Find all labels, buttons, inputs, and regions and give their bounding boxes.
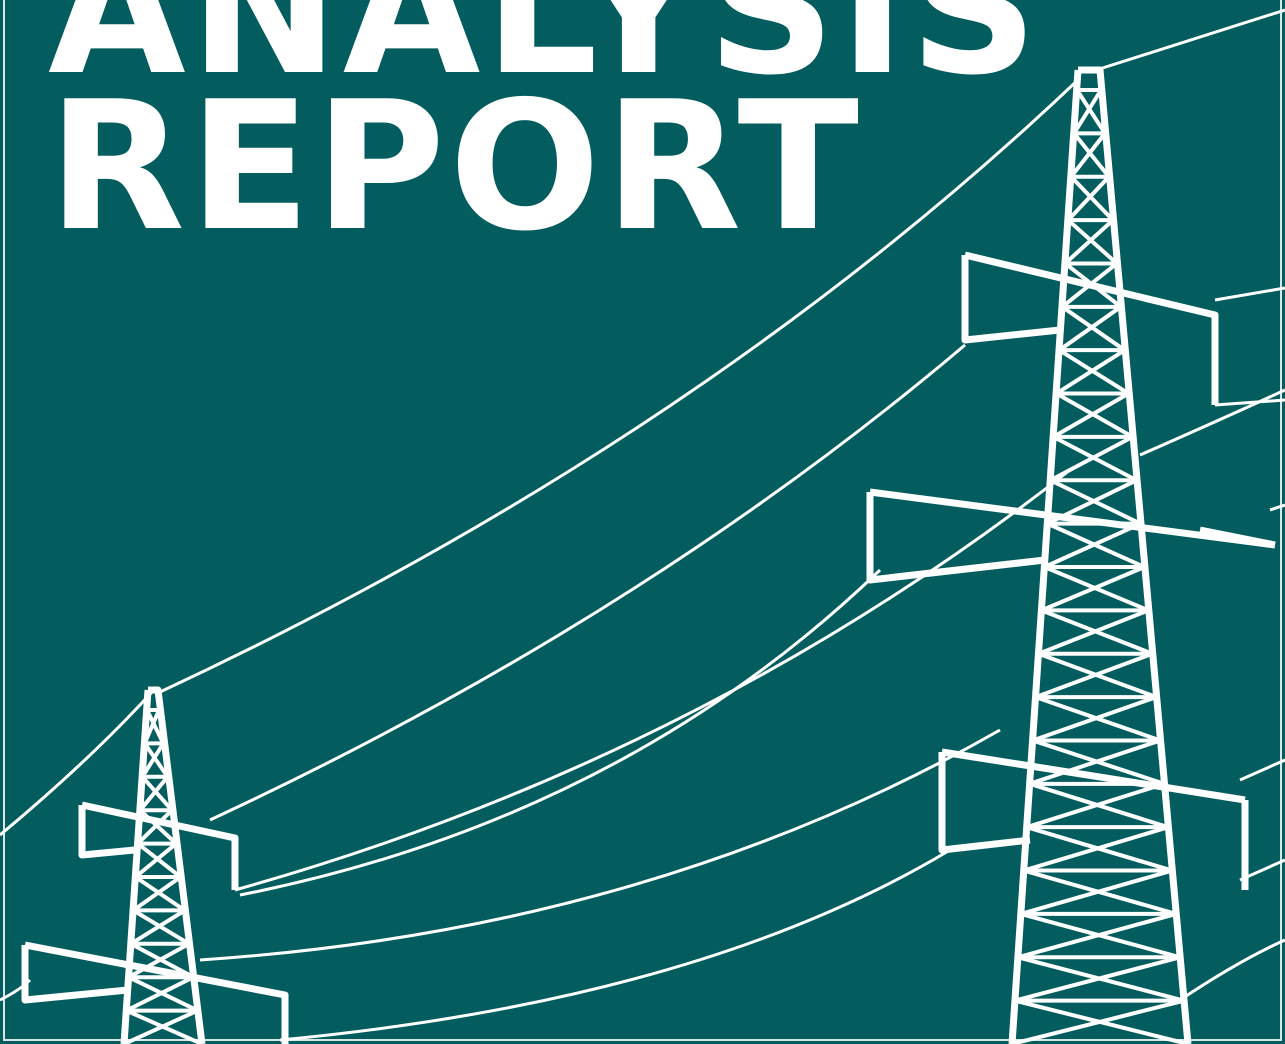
cover-art: ANALYSIS REPORT xyxy=(0,0,1285,1044)
page: ANALYSIS REPORT (() => { const data = JS… xyxy=(0,0,1285,1044)
title-line-2: REPORT xyxy=(48,63,863,270)
